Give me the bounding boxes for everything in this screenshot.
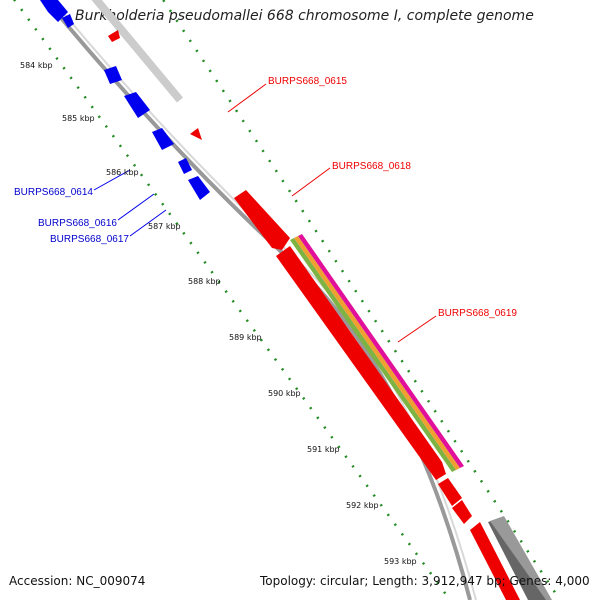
gene-label-reverse[interactable]: BURPS668_0614 [14, 187, 93, 198]
scale-label: 592 kbp [346, 501, 379, 510]
scale-label: 584 kbp [20, 61, 53, 70]
leader-line-0615 [227, 83, 267, 113]
scale-label: 590 kbp [268, 389, 301, 398]
gene-forward-4[interactable] [276, 246, 446, 480]
forward-genes [108, 30, 520, 600]
backbone-curve-shadow [51, 0, 477, 600]
leader-line-0614 [93, 169, 131, 191]
feature-band-magenta [298, 234, 464, 468]
scale-label: 586 kbp [106, 168, 139, 177]
topology-label: Topology: circular; Length: 3,912,947 bp… [260, 574, 590, 588]
feature-band-orange [294, 236, 460, 470]
gene-forward-7[interactable] [470, 522, 520, 600]
gene-reverse-3[interactable] [104, 66, 122, 84]
scale-guide-inner [12, 0, 452, 600]
gene-reverse-6[interactable] [178, 158, 192, 174]
gene-label-forward[interactable]: BURPS668_0615 [268, 76, 347, 87]
gene-label-forward[interactable]: BURPS668_0619 [438, 308, 517, 319]
genome-title: Burkholderia pseudomallei 668 chromosome… [75, 8, 534, 24]
gene-reverse-5[interactable] [152, 128, 174, 150]
gene-label-reverse[interactable]: BURPS668_0617 [50, 234, 129, 245]
leader-line-0616 [117, 193, 155, 221]
scale-guide-outer [161, 0, 562, 600]
gene-forward-2[interactable] [190, 128, 202, 140]
gene-label-reverse[interactable]: BURPS668_0616 [38, 218, 117, 229]
gene-reverse-2[interactable] [62, 14, 74, 28]
scale-label: 588 kbp [188, 277, 221, 286]
leader-line-0619 [397, 315, 437, 343]
accession-label: Accession: NC_009074 [9, 574, 146, 588]
scale-label: 587 kbp [148, 222, 181, 231]
feature-block-grey-edge [490, 516, 552, 600]
feature-track-grey [91, 0, 184, 103]
gene-reverse-7[interactable] [188, 176, 210, 200]
scale-label: 585 kbp [62, 114, 95, 123]
scale-label: 593 kbp [384, 557, 417, 566]
scale-label: 589 kbp [229, 333, 262, 342]
backbone-curve [43, 0, 472, 600]
scale-label: 591 kbp [307, 445, 340, 454]
gene-forward-3[interactable] [234, 190, 290, 250]
leader-line-0617 [129, 209, 167, 237]
reverse-genes [40, 0, 210, 200]
leader-line-0618 [291, 167, 331, 197]
gene-forward-5[interactable] [438, 478, 462, 506]
gene-label-forward[interactable]: BURPS668_0618 [332, 161, 411, 172]
gene-forward-6[interactable] [452, 500, 472, 524]
gene-reverse-1[interactable] [40, 0, 68, 22]
feature-band-green [290, 238, 456, 472]
gene-reverse-4[interactable] [124, 92, 150, 118]
gene-forward-1[interactable] [108, 30, 120, 42]
